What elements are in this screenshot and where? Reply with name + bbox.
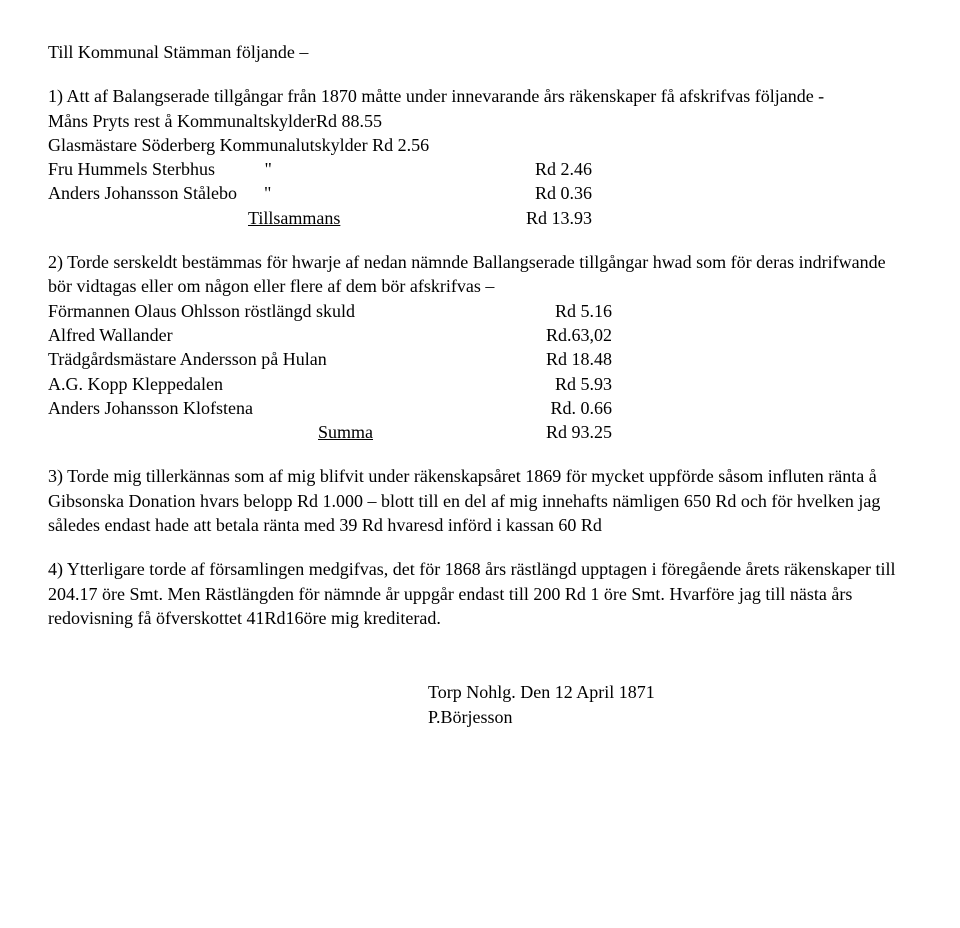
section-4: 4) Ytterligare torde af församlingen med… xyxy=(48,557,912,630)
table-row: Fru Hummels Sterbhus " Rd 2.46 xyxy=(48,157,912,181)
row-left: Fru Hummels Sterbhus " xyxy=(48,157,272,181)
total-row: Tillsammans Rd 13.93 xyxy=(48,206,912,230)
signature-block: Torp Nohlg. Den 12 April 1871 P.Börjesso… xyxy=(48,680,912,729)
table-row: Trädgårdsmästare Andersson på Hulan Rd 1… xyxy=(48,347,912,371)
section-1: 1) Att af Balangserade tillgångar från 1… xyxy=(48,84,912,230)
row-right: Rd. 0.66 xyxy=(550,396,912,420)
signature-place-date: Torp Nohlg. Den 12 April 1871 xyxy=(428,680,912,704)
row-left: Anders Johansson Klofstena xyxy=(48,396,253,420)
row-left: Anders Johansson Stålebo " xyxy=(48,181,271,205)
total-row: Summa Rd 93.25 xyxy=(48,420,912,444)
table-row: Alfred Wallander Rd.63,02 xyxy=(48,323,912,347)
row-right: Rd 5.16 xyxy=(555,299,912,323)
table-row: Måns Pryts rest å KommunaltskylderRd 88.… xyxy=(48,109,912,133)
row-right: Rd 0.36 xyxy=(535,181,912,205)
row-right: Rd 18.48 xyxy=(546,347,912,371)
signature-name: P.Börjesson xyxy=(428,705,912,729)
row-right: Rd 5.93 xyxy=(555,372,912,396)
document-title: Till Kommunal Stämman följande – xyxy=(48,40,912,64)
table-row: Förmannen Olaus Ohlsson röstlängd skuld … xyxy=(48,299,912,323)
row-left: Alfred Wallander xyxy=(48,323,173,347)
row-right: Rd.63,02 xyxy=(546,323,912,347)
section-1-intro: 1) Att af Balangserade tillgångar från 1… xyxy=(48,84,912,108)
row-right: Rd 2.46 xyxy=(535,157,912,181)
total-value: Rd 93.25 xyxy=(546,420,912,444)
table-row: Anders Johansson Klofstena Rd. 0.66 xyxy=(48,396,912,420)
row-left: A.G. Kopp Kleppedalen xyxy=(48,372,223,396)
row-left: Glasmästare Söderberg Kommunalutskylder … xyxy=(48,133,429,157)
section-2-intro: 2) Torde serskeldt bestämmas för hwarje … xyxy=(48,250,912,299)
total-value: Rd 13.93 xyxy=(526,206,912,230)
row-left: Trädgårdsmästare Andersson på Hulan xyxy=(48,347,327,371)
table-row: A.G. Kopp Kleppedalen Rd 5.93 xyxy=(48,372,912,396)
row-left: Måns Pryts rest å KommunaltskylderRd 88.… xyxy=(48,109,382,133)
total-label: Summa xyxy=(48,420,373,444)
total-label: Tillsammans xyxy=(48,206,340,230)
section-2: 2) Torde serskeldt bestämmas för hwarje … xyxy=(48,250,912,444)
row-left: Förmannen Olaus Ohlsson röstlängd skuld xyxy=(48,299,355,323)
table-row: Glasmästare Söderberg Kommunalutskylder … xyxy=(48,133,912,157)
table-row: Anders Johansson Stålebo " Rd 0.36 xyxy=(48,181,912,205)
section-3: 3) Torde mig tillerkännas som af mig bli… xyxy=(48,464,912,537)
spacer xyxy=(48,650,912,680)
